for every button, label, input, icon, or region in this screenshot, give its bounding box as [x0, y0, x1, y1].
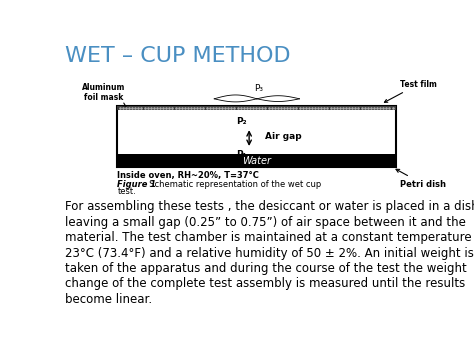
Text: Petri dish: Petri dish	[396, 169, 446, 189]
Text: Inside oven, RH~20%, T=37°C: Inside oven, RH~20%, T=37°C	[118, 171, 259, 180]
Text: WET – CUP METHOD: WET – CUP METHOD	[65, 46, 291, 66]
Bar	[118, 106, 396, 110]
Text: change of the complete test assembly is measured until the results: change of the complete test assembly is …	[65, 278, 465, 290]
Text: Water: Water	[242, 156, 272, 166]
Text: Aluminum
foil mask: Aluminum foil mask	[82, 83, 126, 106]
Text: For assembling these tests , the desiccant or water is placed in a dish: For assembling these tests , the desicca…	[65, 201, 474, 213]
Text: Figure 1: Figure 1	[118, 180, 156, 189]
Text: Air gap: Air gap	[264, 132, 301, 141]
Text: P₁: P₁	[237, 151, 247, 159]
Text: 23°C (73.4°F) and a relative humidity of 50 ± 2%. An initial weight is: 23°C (73.4°F) and a relative humidity of…	[65, 247, 474, 260]
Text: P₃: P₃	[254, 84, 263, 93]
Text: material. The test chamber is maintained at a constant temperature of: material. The test chamber is maintained…	[65, 231, 474, 244]
Bar	[118, 154, 396, 167]
Text: become linear.: become linear.	[65, 293, 153, 306]
Bar	[118, 106, 396, 167]
Text: leaving a small gap (0.25” to 0.75”) of air space between it and the: leaving a small gap (0.25” to 0.75”) of …	[65, 216, 466, 229]
Text: Schematic representation of the wet cup: Schematic representation of the wet cup	[144, 180, 321, 189]
Text: taken of the apparatus and during the course of the test the weight: taken of the apparatus and during the co…	[65, 262, 467, 275]
Text: test.: test.	[118, 187, 136, 196]
Text: Test film: Test film	[384, 80, 437, 102]
Text: P₂: P₂	[236, 117, 247, 126]
